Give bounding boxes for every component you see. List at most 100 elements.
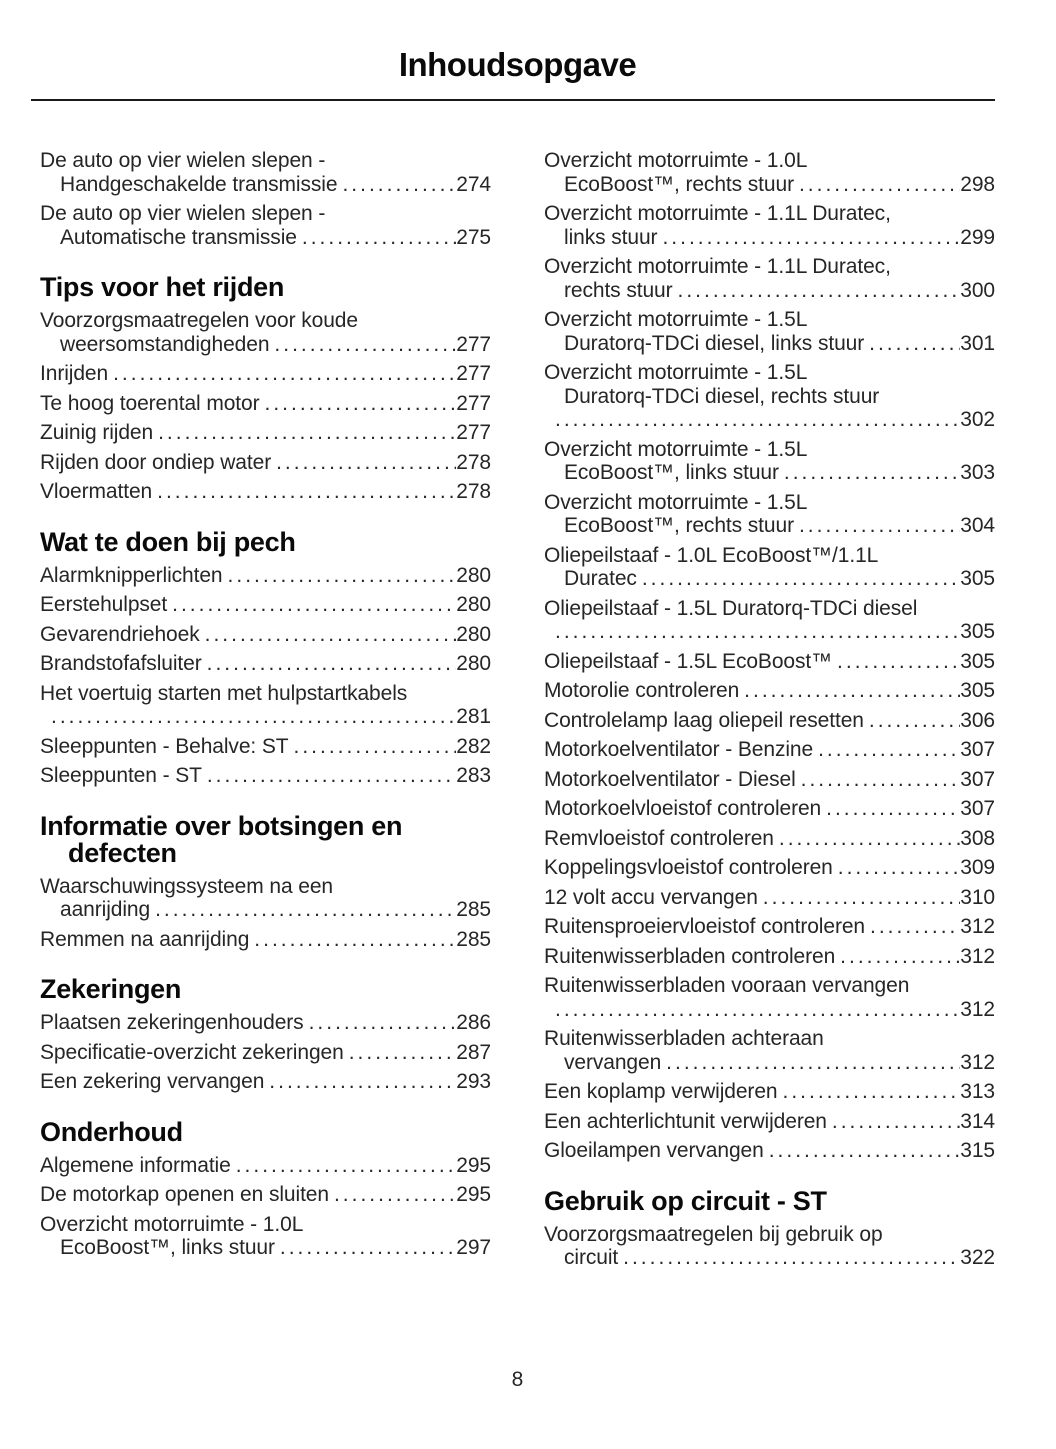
toc-columns: De auto op vier wielen slepen - Handgesch…	[40, 149, 995, 1276]
toc-entry-text: Het voertuig starten met hulpstartkabels	[40, 681, 408, 705]
dot-leader: ........................................…	[227, 563, 457, 587]
toc-entry-row: Motorolie controleren...................…	[544, 679, 995, 703]
toc-page-number: 280	[456, 563, 491, 587]
toc-entry[interactable]: Koppelingsvloeistof controleren.........…	[544, 856, 995, 880]
toc-entry[interactable]: Ruitensproeiervloeistof controleren.....…	[544, 915, 995, 939]
toc-entry[interactable]: Ruitenwisserbladen achteraan vervangen...…	[544, 1027, 995, 1074]
toc-page-number: 301	[960, 331, 995, 355]
toc-entry[interactable]: Oliepeilstaaf - 1.0L EcoBoost™/1.1L Durat…	[544, 544, 995, 591]
toc-entry[interactable]: Overzicht motorruimte - 1.1L Duratec, lin…	[544, 202, 995, 249]
dot-leader: ........................................…	[623, 1246, 960, 1269]
toc-entry-text: Vloermatten	[40, 480, 153, 503]
toc-entry-text: EcoBoost™, rechts stuur	[564, 172, 794, 196]
dot-leader: ........................................…	[831, 1109, 960, 1133]
toc-entry[interactable]: Overzicht motorruimte - 1.5L Duratorq-TDC…	[544, 308, 995, 355]
toc-entry[interactable]: Overzicht motorruimte - 1.5L Duratorq-TDC…	[544, 361, 995, 432]
toc-page-number: 304	[960, 514, 995, 537]
toc-entry-row: weersomstandigheden.....................…	[40, 333, 491, 357]
section-heading-line: Tips voor het rijden	[40, 272, 285, 302]
toc-entry[interactable]: Een koplamp verwijderen.................…	[544, 1080, 995, 1104]
toc-column-left: De auto op vier wielen slepen - Handgesch…	[40, 149, 491, 1276]
toc-entry[interactable]: Overzicht motorruimte - 1.5L EcoBoost™, r…	[544, 491, 995, 538]
toc-entry[interactable]: Het voertuig starten met hulpstartkabels…	[40, 682, 491, 729]
toc-page-number: 277	[456, 332, 491, 356]
dot-leader: ........................................…	[279, 1236, 457, 1259]
toc-entry-row: Brandstofafsluiter......................…	[40, 652, 491, 676]
toc-entry[interactable]: Brandstofafsluiter......................…	[40, 652, 491, 676]
toc-entry[interactable]: Zuinig rijden...........................…	[40, 421, 491, 445]
toc-entry-text: Oliepeilstaaf - 1.5L EcoBoost™	[544, 649, 833, 673]
toc-entry[interactable]: Overzicht motorruimte - 1.0L EcoBoost™, l…	[40, 1213, 491, 1260]
toc-entry-row: Vloermatten.............................…	[40, 480, 491, 504]
toc-entry[interactable]: Motorolie controleren...................…	[544, 679, 995, 703]
toc-entry-text: 12 volt accu vervangen	[544, 885, 758, 909]
toc-entry[interactable]: Oliepeilstaaf - 1.5L EcoBoost™..........…	[544, 650, 995, 674]
toc-entry[interactable]: Waarschuwingssysteem na een aanrijding...…	[40, 875, 491, 922]
toc-entry[interactable]: Specificatie-overzicht zekeringen.......…	[40, 1041, 491, 1065]
toc-page-number: 295	[456, 1153, 491, 1177]
toc-entry-text: Motorkoelventilator - Diesel	[544, 767, 796, 791]
toc-entry-row: Alarmknipperlichten.....................…	[40, 564, 491, 588]
toc-entry[interactable]: Overzicht motorruimte - 1.5L EcoBoost™, l…	[544, 438, 995, 485]
toc-entry[interactable]: Motorkoelvloeistof controleren..........…	[544, 797, 995, 821]
toc-entry[interactable]: Te hoog toerental motor.................…	[40, 392, 491, 416]
section-heading: Zekeringen	[40, 976, 491, 1003]
dot-leader: ........................................…	[51, 705, 457, 728]
section-heading: Tips voor het rijden	[40, 274, 491, 301]
toc-entry[interactable]: Voorzorgsmaatregelen voor koude weersomst…	[40, 309, 491, 356]
toc-entry[interactable]: Overzicht motorruimte - 1.0L EcoBoost™, r…	[544, 149, 995, 196]
toc-entry[interactable]: Motorkoelventilator - Benzine...........…	[544, 738, 995, 762]
dot-leader: ........................................…	[348, 1040, 457, 1064]
toc-entry-text: Controlelamp laag oliepeil resetten	[544, 708, 864, 732]
toc-entry[interactable]: De motorkap openen en sluiten...........…	[40, 1183, 491, 1207]
toc-entry[interactable]: Algemene informatie.....................…	[40, 1154, 491, 1178]
toc-entry[interactable]: Overzicht motorruimte - 1.1L Duratec, rec…	[544, 255, 995, 302]
toc-entry[interactable]: Alarmknipperlichten.....................…	[40, 564, 491, 588]
manual-toc-page: Inhoudsopgave De auto op vier wielen sle…	[31, 46, 995, 1276]
toc-entry[interactable]: Ruitenwisserbladen vooraan vervangen....…	[544, 974, 995, 1021]
toc-entry-text: Motorolie controleren	[544, 679, 740, 702]
toc-entry-row: Remmen na aanrijding....................…	[40, 928, 491, 952]
toc-page-number: 309	[960, 856, 995, 879]
toc-entry[interactable]: Vloermatten.............................…	[40, 480, 491, 504]
dot-leader: ........................................…	[276, 450, 456, 474]
toc-entry[interactable]: Ruitenwisserbladen controleren..........…	[544, 945, 995, 969]
toc-entry[interactable]: Sleeppunten - Behalve: ST...............…	[40, 735, 491, 759]
toc-entry[interactable]: Eerstehulpset...........................…	[40, 593, 491, 617]
toc-entry-text: De auto op vier wielen slepen -	[40, 149, 326, 172]
toc-entry-text: Brandstofafsluiter	[40, 652, 202, 675]
toc-entry[interactable]: 12 volt accu vervangen..................…	[544, 886, 995, 910]
toc-page-number: 285	[456, 898, 491, 921]
toc-page-number: 305	[960, 649, 995, 673]
dot-leader: ........................................…	[798, 514, 960, 537]
toc-entry[interactable]: Gloeilampen vervangen...................…	[544, 1139, 995, 1163]
toc-entry[interactable]: Controlelamp laag oliepeil resetten.....…	[544, 709, 995, 733]
toc-entry[interactable]: Een zekering vervangen..................…	[40, 1070, 491, 1094]
toc-entry-row: Gloeilampen vervangen...................…	[544, 1139, 995, 1163]
toc-entry[interactable]: Remmen na aanrijding....................…	[40, 928, 491, 952]
dot-leader: ........................................…	[744, 679, 961, 702]
toc-entry[interactable]: Inrijden................................…	[40, 362, 491, 386]
dot-leader: ........................................…	[555, 408, 961, 431]
toc-entry[interactable]: Rijden door ondiep water................…	[40, 451, 491, 475]
toc-entry-text: Een koplamp verwijderen	[544, 1080, 778, 1103]
toc-entry[interactable]: Gevarendriehoek.........................…	[40, 623, 491, 647]
toc-entry[interactable]: Sleeppunten - ST........................…	[40, 764, 491, 788]
toc-entry[interactable]: De auto op vier wielen slepen - Handgesch…	[40, 149, 491, 196]
toc-entry[interactable]: Oliepeilstaaf - 1.5L Duratorq-TDCi diese…	[544, 597, 995, 644]
dot-leader: ........................................…	[157, 480, 457, 503]
toc-entry[interactable]: De auto op vier wielen slepen - Automatis…	[40, 202, 491, 249]
section-heading-line: Wat te doen bij pech	[40, 526, 296, 557]
toc-entry[interactable]: Voorzorgsmaatregelen bij gebruik op circu…	[544, 1223, 995, 1270]
toc-entry-text: Duratorq-TDCi diesel, rechts stuur	[564, 384, 880, 408]
dot-leader: ........................................…	[768, 1139, 961, 1162]
toc-entry-text: Een achterlichtunit verwijderen	[544, 1109, 827, 1133]
toc-page-number: 280	[456, 593, 491, 616]
toc-entry-text: Inrijden	[40, 362, 109, 385]
toc-entry[interactable]: Motorkoelventilator - Diesel............…	[544, 768, 995, 792]
toc-column-right: Overzicht motorruimte - 1.0L EcoBoost™, r…	[544, 149, 995, 1276]
toc-entry[interactable]: Plaatsen zekeringenhouders..............…	[40, 1011, 491, 1035]
toc-entry[interactable]: Remvloeistof controleren................…	[544, 827, 995, 851]
toc-entry[interactable]: Een achterlichtunit verwijderen.........…	[544, 1110, 995, 1134]
toc-entry-text: Ruitenwisserbladen vooraan vervangen	[544, 974, 910, 997]
